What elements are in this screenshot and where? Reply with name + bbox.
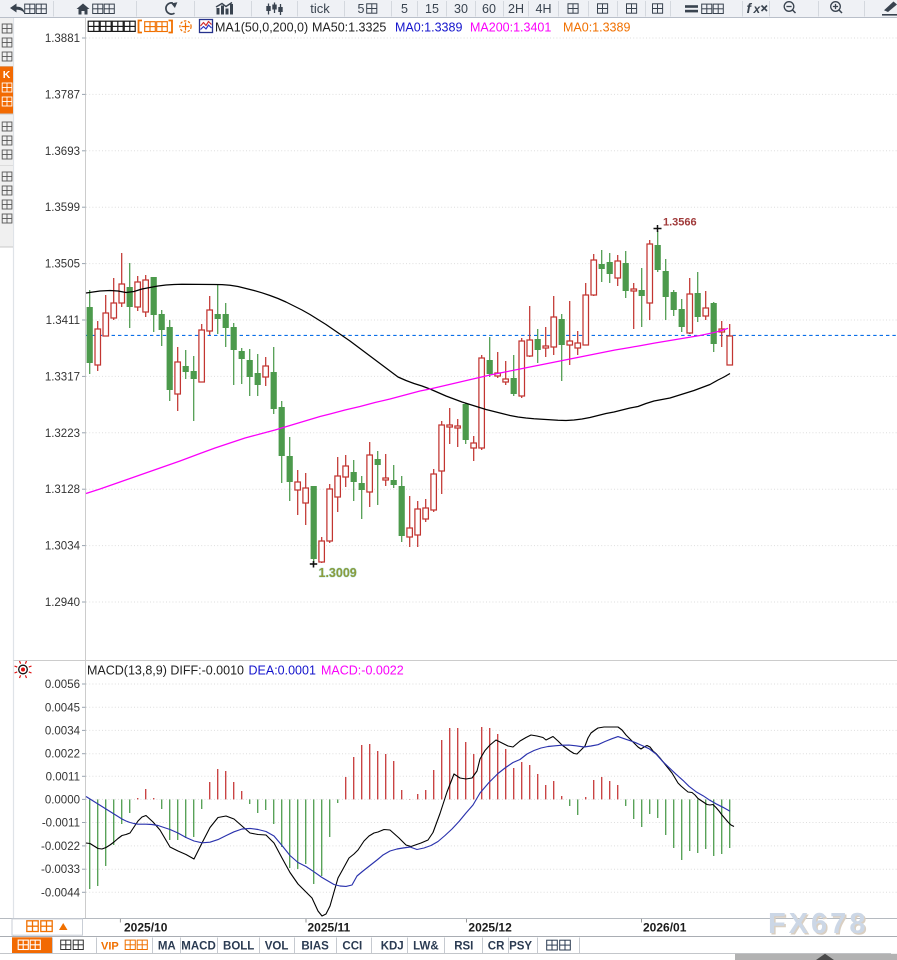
svg-text:1.3881: 1.3881 xyxy=(45,33,80,45)
svg-text:LW&: LW& xyxy=(413,941,439,953)
svg-text:MA: MA xyxy=(158,941,176,953)
svg-text:1.3599: 1.3599 xyxy=(45,202,80,214)
svg-text:BOLL: BOLL xyxy=(223,941,254,953)
svg-text:15: 15 xyxy=(425,2,439,16)
svg-text:PSY: PSY xyxy=(509,941,532,953)
svg-text:1.3566: 1.3566 xyxy=(663,217,697,229)
svg-text:MA0:1.3389: MA0:1.3389 xyxy=(395,21,462,35)
svg-text:0.0000: 0.0000 xyxy=(45,794,80,806)
svg-text:1.3505: 1.3505 xyxy=(45,259,80,271)
svg-text:1.2940: 1.2940 xyxy=(45,597,80,609)
svg-text:tick: tick xyxy=(310,1,330,16)
svg-text:DEA:0.0001: DEA:0.0001 xyxy=(249,664,316,678)
svg-text:0.0022: 0.0022 xyxy=(45,749,80,761)
svg-text:MA0:1.3389: MA0:1.3389 xyxy=(563,21,630,35)
svg-text:VIP: VIP xyxy=(101,941,119,953)
svg-text:1.3317: 1.3317 xyxy=(45,371,80,383)
svg-text:MA1(50,0,200,0): MA1(50,0,200,0) xyxy=(215,21,308,35)
svg-text:RSI: RSI xyxy=(454,941,473,953)
svg-text:30: 30 xyxy=(454,2,468,16)
svg-text:1.3411: 1.3411 xyxy=(46,315,80,327)
svg-text:0.0034: 0.0034 xyxy=(45,725,81,737)
svg-text:2026/01: 2026/01 xyxy=(643,921,687,935)
svg-text:5: 5 xyxy=(358,2,365,16)
svg-text:60: 60 xyxy=(482,2,496,16)
svg-text:-0.0033: -0.0033 xyxy=(41,864,80,876)
svg-text:1.3787: 1.3787 xyxy=(45,89,80,101)
svg-text:1.3693: 1.3693 xyxy=(45,146,80,158)
svg-text:4H: 4H xyxy=(536,2,552,16)
svg-text:0.0056: 0.0056 xyxy=(45,679,80,691)
svg-text:K: K xyxy=(3,69,11,81)
svg-text:KDJ: KDJ xyxy=(381,941,404,953)
svg-text:5: 5 xyxy=(401,2,408,16)
svg-text:1.3128: 1.3128 xyxy=(45,484,80,496)
svg-text:CCI: CCI xyxy=(342,941,362,953)
svg-text:MA200:1.3401: MA200:1.3401 xyxy=(470,21,551,35)
svg-text:1.3223: 1.3223 xyxy=(45,428,80,440)
svg-text:MACD: MACD xyxy=(181,941,216,953)
svg-text:MACD:-0.0022: MACD:-0.0022 xyxy=(321,664,404,678)
svg-text:CR: CR xyxy=(488,941,505,953)
svg-text:FX678: FX678 xyxy=(768,908,868,940)
svg-text:2025/11: 2025/11 xyxy=(308,921,351,935)
svg-text:x: x xyxy=(753,2,762,16)
svg-text:2025/12: 2025/12 xyxy=(468,921,512,935)
svg-text:0.0011: 0.0011 xyxy=(46,771,80,783)
svg-text:2H: 2H xyxy=(508,2,524,16)
svg-text:2025/10: 2025/10 xyxy=(124,921,168,935)
svg-text:f: f xyxy=(747,1,753,16)
svg-text:1.3009: 1.3009 xyxy=(319,566,357,580)
svg-text:-0.0022: -0.0022 xyxy=(41,841,80,853)
svg-text:0.0045: 0.0045 xyxy=(45,702,80,714)
svg-text:-0.0044: -0.0044 xyxy=(41,887,81,899)
svg-text:MACD(13,8,9) DIFF:-0.0010: MACD(13,8,9) DIFF:-0.0010 xyxy=(87,664,244,678)
svg-text:VOL: VOL xyxy=(265,941,289,953)
svg-text:MA50:1.3325: MA50:1.3325 xyxy=(312,21,386,35)
svg-text:BIAS: BIAS xyxy=(301,941,329,953)
svg-text:-0.0011: -0.0011 xyxy=(42,818,80,830)
svg-text:1.3034: 1.3034 xyxy=(45,541,81,553)
